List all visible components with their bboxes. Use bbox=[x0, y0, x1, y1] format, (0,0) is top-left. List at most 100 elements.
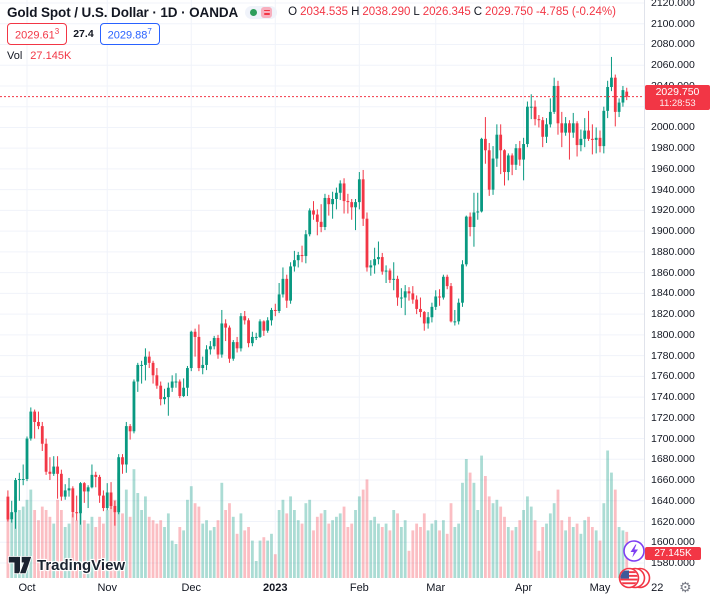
flash-events-icon[interactable] bbox=[618, 538, 650, 564]
price-tick: 1620.000 bbox=[651, 515, 695, 528]
volume-bar bbox=[438, 530, 441, 578]
volume-bar bbox=[407, 550, 411, 578]
candle bbox=[178, 379, 182, 399]
candle bbox=[128, 424, 132, 440]
price-tick: 2060.000 bbox=[651, 59, 695, 72]
candle bbox=[373, 247, 377, 274]
candle bbox=[575, 121, 579, 157]
volume-bar bbox=[86, 523, 90, 578]
volume-bar bbox=[331, 520, 334, 578]
volume-bar bbox=[503, 516, 506, 578]
candle bbox=[415, 295, 419, 315]
candle bbox=[228, 325, 231, 363]
volume-bar bbox=[422, 513, 426, 578]
chart-header: Gold Spot / U.S. Dollar · 1D · OANDA O 20… bbox=[7, 3, 616, 62]
price-tick: 1720.000 bbox=[651, 411, 695, 424]
volume-bar bbox=[285, 513, 289, 578]
candle bbox=[109, 482, 113, 510]
volume-bar bbox=[461, 482, 464, 578]
volume-bar bbox=[128, 516, 132, 578]
price-tick: 2080.000 bbox=[651, 38, 695, 51]
volume-bar bbox=[338, 513, 342, 578]
volume-bar bbox=[266, 540, 270, 578]
volume-bar bbox=[476, 510, 480, 578]
candle bbox=[346, 193, 350, 214]
price-tick: 1940.000 bbox=[651, 183, 695, 196]
price-tick: 1820.000 bbox=[651, 308, 695, 321]
volume-bar bbox=[144, 496, 147, 578]
candle bbox=[548, 98, 552, 128]
buy-ask-button[interactable]: 2029.887 bbox=[99, 23, 160, 45]
volume-bar bbox=[354, 510, 357, 578]
volume-bar bbox=[293, 510, 296, 578]
price-axis[interactable]: 2029.750 11:28:53 27.145K 2120.000 2100.0… bbox=[644, 0, 710, 578]
candle bbox=[457, 298, 461, 325]
notes-icon bbox=[261, 6, 273, 18]
volume-bar bbox=[449, 503, 453, 578]
symbol-status-pill[interactable] bbox=[245, 5, 278, 19]
candle bbox=[319, 204, 323, 233]
volume-bar bbox=[403, 520, 407, 578]
volume-bar bbox=[434, 520, 438, 578]
price-tick: 1780.000 bbox=[651, 349, 695, 362]
volume-bar bbox=[602, 503, 606, 578]
volume-bar bbox=[396, 513, 399, 578]
us-economic-events-icon[interactable] bbox=[618, 565, 652, 591]
volume-bar bbox=[610, 472, 613, 578]
tradingview-logo-text: TradingView bbox=[37, 557, 126, 574]
volume-bar bbox=[541, 527, 545, 578]
candle bbox=[617, 98, 621, 118]
volume-bar bbox=[235, 533, 239, 578]
volume-bar bbox=[323, 510, 327, 578]
volume-bar bbox=[296, 520, 300, 578]
volume-bar bbox=[105, 510, 109, 578]
candle bbox=[610, 56, 613, 92]
candle bbox=[529, 94, 533, 120]
volume-bar bbox=[289, 496, 292, 578]
price-tick: 1760.000 bbox=[651, 370, 695, 383]
volume-bar bbox=[350, 523, 354, 578]
volume-bar bbox=[212, 527, 216, 578]
volume-bar bbox=[56, 499, 59, 578]
candle bbox=[602, 106, 606, 154]
volume-bar bbox=[79, 506, 82, 578]
volume-bar bbox=[163, 527, 166, 578]
candle bbox=[289, 262, 292, 304]
volume-label[interactable]: Vol bbox=[7, 50, 23, 62]
volume-bar bbox=[59, 510, 63, 578]
candle bbox=[243, 311, 247, 325]
symbol-title[interactable]: Gold Spot / U.S. Dollar · 1D · OANDA bbox=[7, 4, 239, 20]
sell-bid-button[interactable]: 2029.613 bbox=[7, 23, 68, 45]
time-axis[interactable]: ⚙ Oct Nov Dec 2023 Feb Mar Apr May 22 bbox=[0, 578, 710, 600]
tradingview-logo[interactable]: TradingView bbox=[8, 556, 125, 575]
candle bbox=[121, 454, 124, 474]
volume-bar bbox=[480, 455, 483, 578]
settings-gear-icon[interactable]: ⚙ bbox=[679, 580, 692, 596]
candle bbox=[422, 311, 426, 331]
candle bbox=[224, 319, 228, 342]
volume-bar bbox=[121, 513, 124, 578]
volume-bar bbox=[250, 540, 254, 578]
volume-bar bbox=[25, 499, 29, 578]
candle bbox=[518, 140, 522, 166]
candle bbox=[495, 124, 499, 167]
candle bbox=[94, 471, 98, 488]
volume-bar bbox=[388, 530, 392, 578]
volume-bar bbox=[613, 489, 617, 578]
volume-bar bbox=[499, 506, 503, 578]
volume-bar bbox=[308, 499, 312, 578]
last-price-badge: 2029.750 11:28:53 bbox=[645, 84, 710, 110]
candle bbox=[625, 87, 629, 101]
candle bbox=[484, 117, 487, 164]
volume-bar bbox=[529, 506, 533, 578]
candle bbox=[441, 274, 445, 300]
volume-bar bbox=[392, 510, 396, 578]
candle bbox=[541, 117, 545, 148]
candle bbox=[323, 193, 327, 231]
candle bbox=[606, 80, 610, 119]
candle bbox=[82, 482, 86, 503]
price-tick: 1840.000 bbox=[651, 287, 695, 300]
volume-bar bbox=[228, 503, 231, 578]
volume-bar bbox=[357, 496, 361, 578]
